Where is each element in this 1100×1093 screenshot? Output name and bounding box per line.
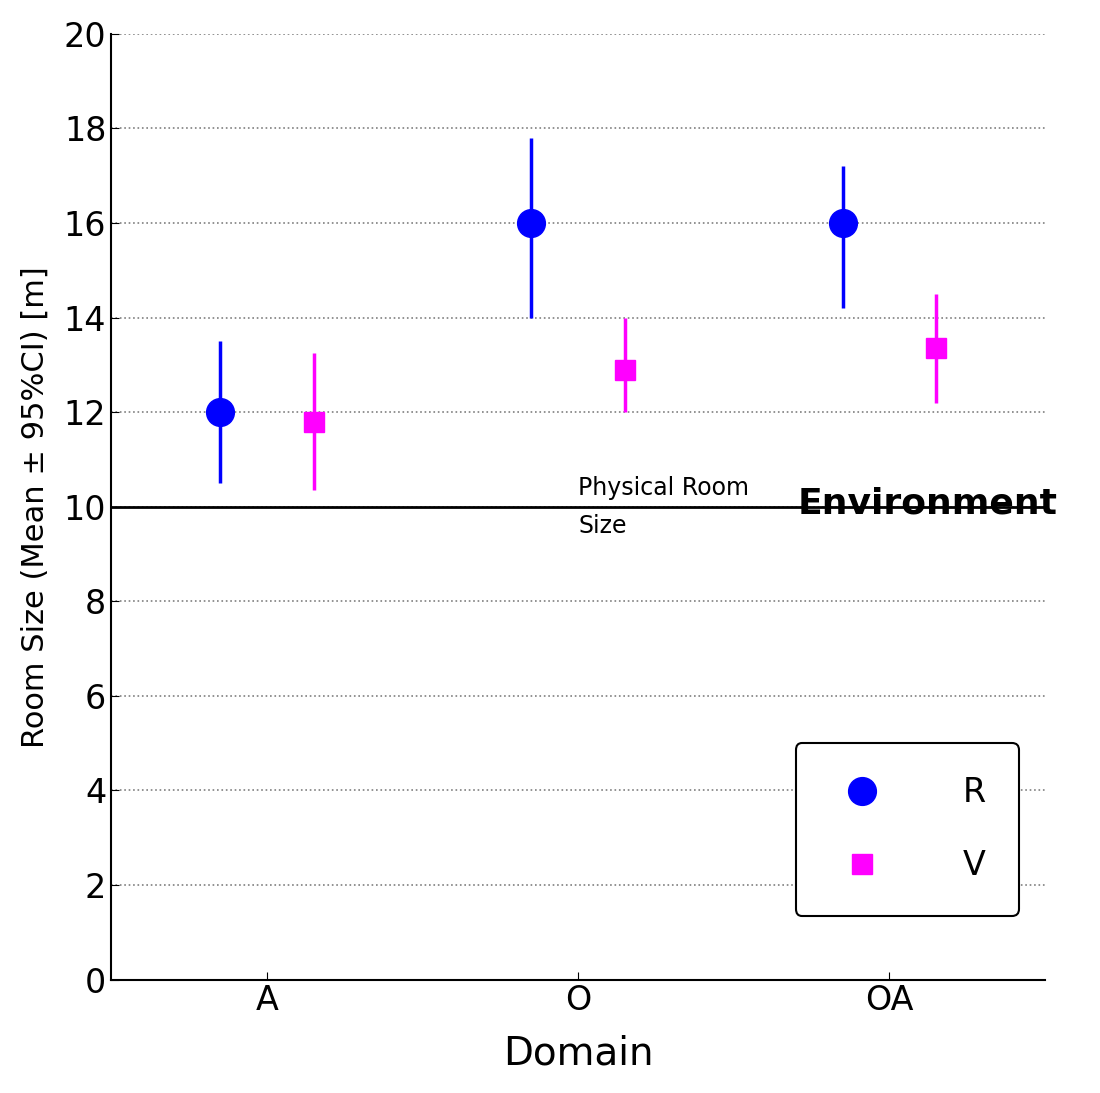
Text: Physical Room: Physical Room — [579, 475, 749, 500]
Legend: R, V: R, V — [795, 743, 1019, 916]
X-axis label: Domain: Domain — [503, 1034, 653, 1072]
Text: Environment: Environment — [798, 486, 1057, 521]
Y-axis label: Room Size (Mean ± 95%CI) [m]: Room Size (Mean ± 95%CI) [m] — [21, 266, 50, 748]
Text: Size: Size — [579, 514, 627, 538]
